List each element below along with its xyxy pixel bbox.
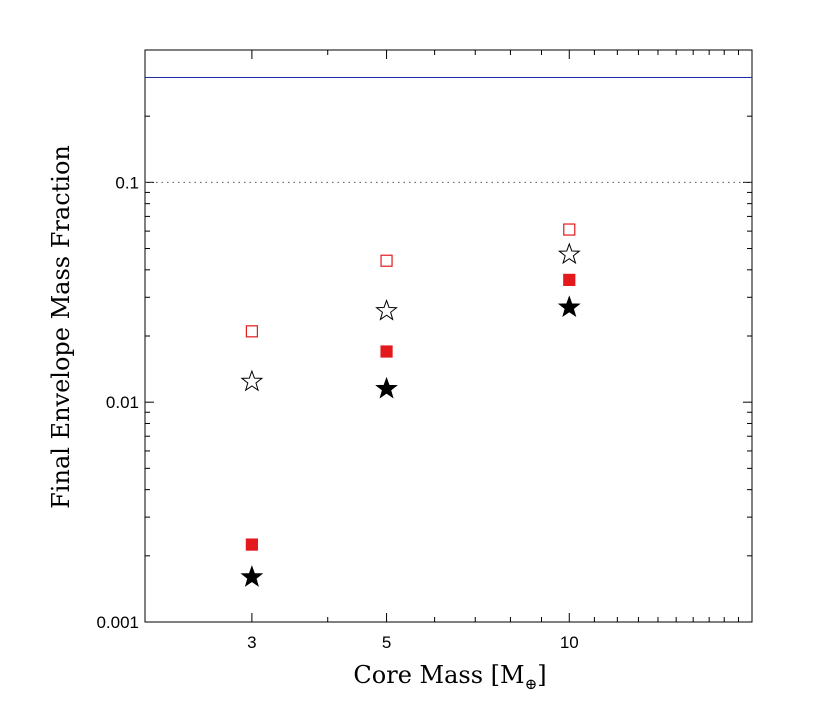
filled-black-star-marker	[240, 565, 264, 587]
y-tick-labels: 0.001 0.01 0.1	[96, 173, 139, 632]
x-tick-label: 5	[382, 633, 391, 652]
open-red-square-marker	[245, 325, 258, 338]
y-tick-label: 0.001	[96, 613, 139, 632]
axis-ticks	[145, 50, 752, 622]
open-black-star-marker	[557, 242, 581, 265]
open-red-square-marker	[380, 254, 393, 267]
data-markers	[240, 223, 581, 587]
open-black-star-marker	[375, 298, 398, 321]
y-tick-label: 0.01	[106, 393, 139, 412]
open-black-star-marker	[240, 369, 264, 392]
filled-red-square-marker	[245, 538, 258, 551]
reference-lines	[145, 76, 752, 183]
x-tick-labels: 3 5 10	[247, 633, 579, 652]
y-tick-label: 0.1	[115, 173, 139, 192]
filled-black-star-marker	[557, 295, 581, 318]
plot-area	[144, 49, 753, 623]
x-tick-label: 10	[560, 633, 579, 652]
x-tick-label: 3	[247, 633, 256, 652]
filled-black-star-marker	[375, 376, 398, 399]
filled-red-square-marker	[380, 345, 393, 358]
x-axis-title-subscript: ⊕	[525, 675, 538, 693]
filled-red-square-marker	[563, 273, 576, 286]
x-axis-title: Core Mass [M⊕]	[353, 661, 546, 693]
y-axis-title: Final Envelope Mass Fraction	[47, 145, 75, 509]
open-red-square-marker	[563, 223, 576, 236]
